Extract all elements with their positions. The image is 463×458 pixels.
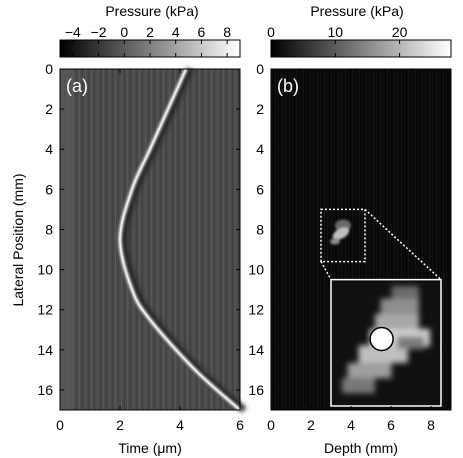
panel-a-y-ticks: 0 2 4 6 8 10 12 14 16 bbox=[37, 61, 240, 398]
panel-a-y-tick-label: 12 bbox=[37, 302, 53, 318]
colorbar-b-tick-labels: 0 10 20 bbox=[267, 24, 407, 40]
panel-a-y-tick-label: 16 bbox=[37, 382, 53, 398]
panel-a-frame bbox=[59, 68, 241, 411]
heatmap-a bbox=[60, 67, 247, 413]
heatmap-a-background bbox=[60, 69, 240, 410]
panel-a-y-tick-label: 8 bbox=[45, 221, 53, 237]
panel-b: Pressure (kPa) 0 10 20 (b) 0 2 4 6 8 0 2 4 6 8 10 12… bbox=[248, 3, 452, 456]
colorbar-a-tick-label: 6 bbox=[198, 24, 206, 40]
inset-cell bbox=[347, 363, 392, 379]
zoom-connector-bottom bbox=[320, 261, 332, 280]
inset-cell bbox=[358, 345, 408, 364]
panel-b-y-tick-label: 6 bbox=[256, 181, 264, 197]
panel-b-x-tick-label: 0 bbox=[267, 417, 275, 433]
inset-blob bbox=[342, 285, 430, 394]
hotspot-blob bbox=[332, 227, 350, 240]
colorbar-a-tick-label: −4 bbox=[65, 24, 81, 40]
colorbar-a-ticks bbox=[72, 40, 228, 57]
colorbar-b-tick-label: 20 bbox=[392, 24, 408, 40]
panel-b-y-tick-label: 4 bbox=[256, 141, 264, 157]
zoom-box bbox=[320, 208, 366, 263]
panel-b-y-tick-label: 14 bbox=[248, 342, 264, 358]
heatmap-a-left-strip bbox=[60, 69, 74, 410]
colorbar-b-ticks bbox=[270, 40, 401, 57]
colorbar-a-tick-label: 8 bbox=[223, 24, 231, 40]
colorbar-b-title: Pressure (kPa) bbox=[310, 3, 403, 19]
colorbar-b bbox=[270, 39, 452, 58]
panel-a-x-tick-label: 2 bbox=[116, 417, 124, 433]
panel-a-x-tick-label: 0 bbox=[56, 417, 64, 433]
panel-b-frame bbox=[270, 68, 452, 411]
colorbar-b-tick-label: 0 bbox=[267, 24, 275, 40]
panel-a: Pressure (kPa) −4 −2 0 2 4 6 8 (a) 0 2 4 6 0 2 4 6 8 1… bbox=[10, 3, 247, 456]
inset bbox=[330, 278, 442, 407]
panel-a-x-label: Time (μm) bbox=[118, 440, 182, 456]
wavefront-shadow bbox=[120, 67, 247, 413]
panel-a-x-ticks: 0 2 4 6 bbox=[56, 69, 244, 433]
panel-b-y-tick-label: 0 bbox=[256, 61, 264, 77]
panel-a-x-tick-label: 4 bbox=[176, 417, 184, 433]
colorbar-a-tick-label: 0 bbox=[120, 24, 128, 40]
panel-b-x-label: Depth (mm) bbox=[324, 440, 398, 456]
colorbar-a-tick-labels: −4 −2 0 2 4 6 8 bbox=[65, 24, 231, 40]
panel-a-y-tick-label: 2 bbox=[45, 101, 53, 117]
panel-b-y-tick-label: 16 bbox=[248, 382, 264, 398]
panel-a-y-tick-label: 6 bbox=[45, 181, 53, 197]
panel-b-y-ticks: 0 2 4 6 8 10 12 14 16 bbox=[248, 61, 451, 398]
panel-b-x-tick-label: 2 bbox=[307, 417, 315, 433]
colorbar-a-tick-label: 2 bbox=[146, 24, 154, 40]
panel-b-x-tick-label: 4 bbox=[347, 417, 355, 433]
panel-a-label: (a) bbox=[66, 76, 88, 96]
panel-b-y-tick-label: 10 bbox=[248, 262, 264, 278]
hotspot-blob bbox=[330, 238, 340, 245]
panel-b-label: (b) bbox=[277, 76, 299, 96]
panel-b-x-tick-label: 8 bbox=[427, 417, 435, 433]
inset-cell bbox=[397, 336, 425, 350]
inset-cell bbox=[391, 285, 419, 302]
colorbar-a-tick-label: 4 bbox=[172, 24, 180, 40]
colorbar-a-tick-label: −2 bbox=[91, 24, 107, 40]
panel-b-x-tick-label: 6 bbox=[387, 417, 395, 433]
inset-cell bbox=[342, 378, 375, 394]
inset-frame bbox=[330, 278, 442, 407]
panel-a-x-tick-label: 6 bbox=[236, 417, 244, 433]
panel-a-y-tick-label: 14 bbox=[37, 342, 53, 358]
colorbar-b-tick-label: 10 bbox=[327, 24, 343, 40]
panel-b-y-tick-label: 8 bbox=[256, 221, 264, 237]
zoom-connector-top bbox=[364, 208, 442, 281]
inset-cell bbox=[380, 298, 419, 314]
inset-cell bbox=[375, 313, 419, 329]
panel-b-y-tick-label: 12 bbox=[248, 302, 264, 318]
heatmap-b bbox=[271, 69, 451, 410]
hotspot bbox=[330, 219, 351, 245]
inset-marker bbox=[369, 326, 394, 352]
colorbar-a-title: Pressure (kPa) bbox=[105, 3, 198, 19]
panel-b-x-ticks: 0 2 4 6 8 bbox=[267, 69, 435, 433]
panel-a-y-tick-label: 10 bbox=[37, 262, 53, 278]
panel-b-y-tick-label: 2 bbox=[256, 101, 264, 117]
y-axis-label: Lateral Position (mm) bbox=[10, 173, 26, 306]
panel-a-y-tick-label: 0 bbox=[45, 61, 53, 77]
wavefront-highlight bbox=[119, 68, 241, 411]
panel-a-y-tick-label: 4 bbox=[45, 141, 53, 157]
